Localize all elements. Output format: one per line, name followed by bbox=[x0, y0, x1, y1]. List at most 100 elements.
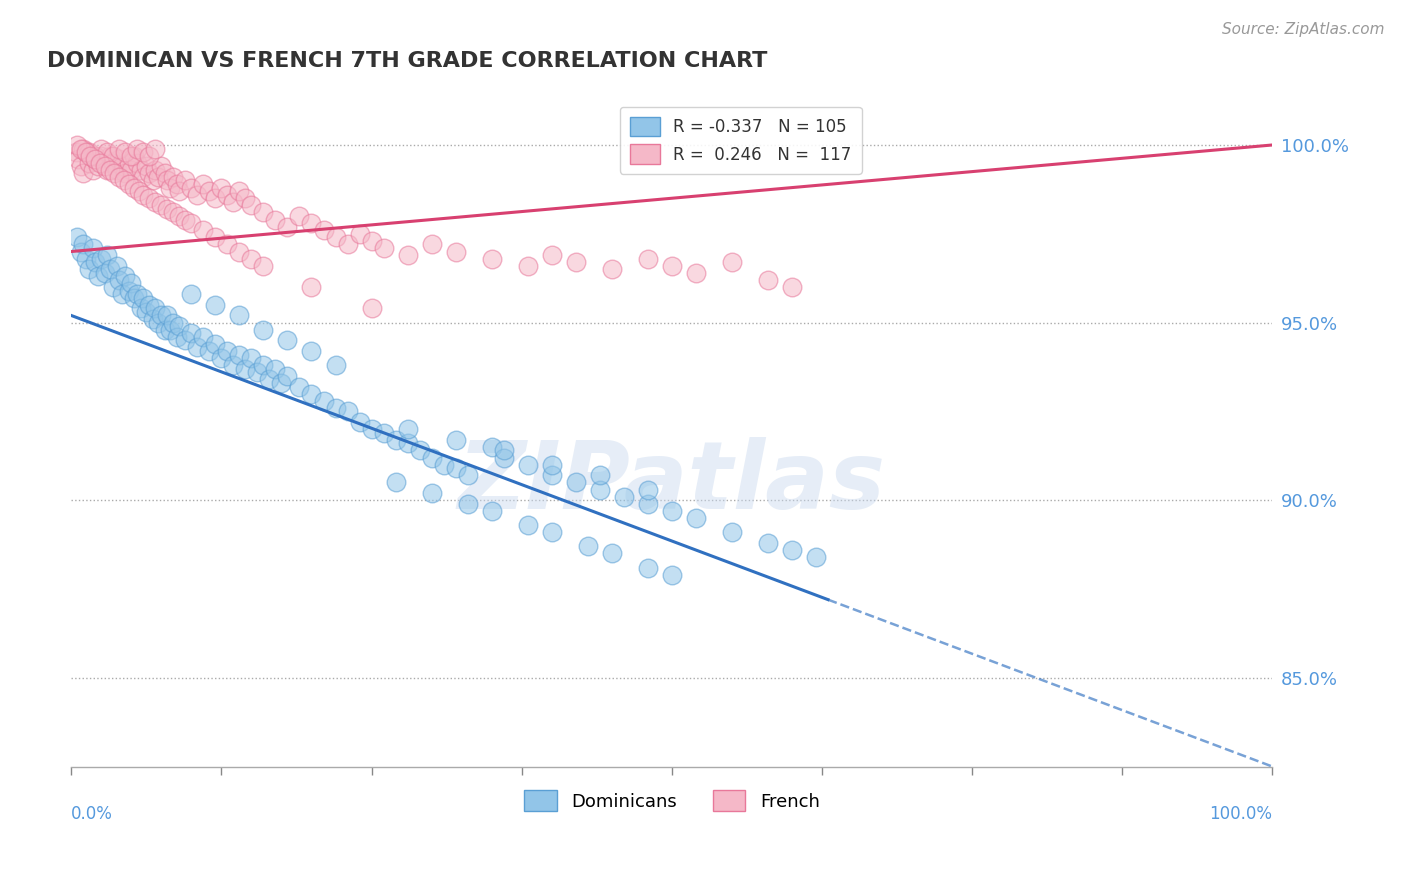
Point bbox=[336, 404, 359, 418]
Text: ZIPatlas: ZIPatlas bbox=[458, 437, 886, 529]
Point bbox=[180, 216, 202, 230]
Point bbox=[66, 138, 89, 153]
Point bbox=[661, 504, 683, 518]
Text: DOMINICAN VS FRENCH 7TH GRADE CORRELATION CHART: DOMINICAN VS FRENCH 7TH GRADE CORRELATIO… bbox=[48, 51, 768, 70]
Point bbox=[252, 323, 274, 337]
Point bbox=[276, 368, 298, 383]
Point bbox=[120, 277, 142, 291]
Point bbox=[481, 504, 503, 518]
Point bbox=[209, 351, 232, 365]
Point bbox=[142, 312, 165, 326]
Point bbox=[98, 148, 121, 162]
Point bbox=[240, 351, 263, 365]
Point bbox=[153, 323, 176, 337]
Point bbox=[112, 173, 135, 187]
Point bbox=[264, 212, 287, 227]
Point bbox=[600, 546, 623, 560]
Point bbox=[84, 152, 107, 166]
Point bbox=[396, 422, 419, 436]
Point bbox=[301, 386, 323, 401]
Point bbox=[114, 145, 136, 159]
Point bbox=[685, 266, 707, 280]
Point bbox=[565, 475, 588, 490]
Point bbox=[193, 223, 215, 237]
Point bbox=[138, 148, 160, 162]
Point bbox=[96, 145, 118, 159]
Point bbox=[516, 458, 538, 472]
Point bbox=[661, 567, 683, 582]
Point bbox=[166, 177, 188, 191]
Point bbox=[637, 497, 659, 511]
Point bbox=[108, 141, 131, 155]
Point bbox=[77, 262, 100, 277]
Point bbox=[204, 191, 226, 205]
Point bbox=[685, 511, 707, 525]
Point bbox=[174, 334, 197, 348]
Point bbox=[90, 148, 112, 162]
Point bbox=[457, 497, 479, 511]
Point bbox=[637, 252, 659, 266]
Point bbox=[132, 187, 155, 202]
Point bbox=[143, 162, 166, 177]
Point bbox=[96, 162, 118, 177]
Point bbox=[169, 319, 191, 334]
Text: 0.0%: 0.0% bbox=[72, 805, 112, 823]
Point bbox=[65, 145, 87, 159]
Point bbox=[312, 223, 335, 237]
Point bbox=[204, 337, 226, 351]
Point bbox=[108, 169, 131, 184]
Point bbox=[86, 159, 108, 173]
Point bbox=[186, 187, 208, 202]
Point bbox=[105, 259, 128, 273]
Point bbox=[84, 152, 107, 166]
Point bbox=[138, 166, 160, 180]
Point bbox=[120, 162, 142, 177]
Point bbox=[264, 361, 287, 376]
Point bbox=[174, 212, 197, 227]
Point bbox=[180, 326, 202, 341]
Point bbox=[600, 262, 623, 277]
Point bbox=[150, 309, 173, 323]
Point bbox=[349, 415, 371, 429]
Point bbox=[252, 358, 274, 372]
Point bbox=[540, 525, 562, 540]
Point bbox=[114, 269, 136, 284]
Point bbox=[94, 159, 117, 173]
Point bbox=[301, 343, 323, 358]
Point bbox=[228, 347, 250, 361]
Point bbox=[301, 280, 323, 294]
Point bbox=[132, 169, 155, 184]
Point bbox=[66, 230, 89, 244]
Point bbox=[457, 468, 479, 483]
Point bbox=[312, 393, 335, 408]
Point bbox=[444, 244, 467, 259]
Point bbox=[637, 560, 659, 574]
Point bbox=[150, 159, 173, 173]
Point bbox=[222, 358, 245, 372]
Point bbox=[146, 316, 169, 330]
Point bbox=[804, 549, 827, 564]
Point bbox=[180, 287, 202, 301]
Point bbox=[143, 301, 166, 316]
Point bbox=[721, 255, 744, 269]
Point bbox=[384, 433, 406, 447]
Point bbox=[79, 148, 101, 162]
Point bbox=[540, 458, 562, 472]
Point bbox=[235, 361, 257, 376]
Point bbox=[135, 305, 157, 319]
Point bbox=[75, 145, 97, 159]
Point bbox=[228, 244, 250, 259]
Point bbox=[444, 461, 467, 475]
Point bbox=[96, 248, 118, 262]
Point bbox=[103, 280, 125, 294]
Text: 100.0%: 100.0% bbox=[1209, 805, 1272, 823]
Point bbox=[240, 252, 263, 266]
Point bbox=[156, 309, 179, 323]
Point bbox=[198, 343, 221, 358]
Point bbox=[72, 141, 94, 155]
Point bbox=[143, 194, 166, 209]
Point bbox=[433, 458, 456, 472]
Point bbox=[516, 518, 538, 533]
Point bbox=[127, 287, 149, 301]
Point bbox=[193, 177, 215, 191]
